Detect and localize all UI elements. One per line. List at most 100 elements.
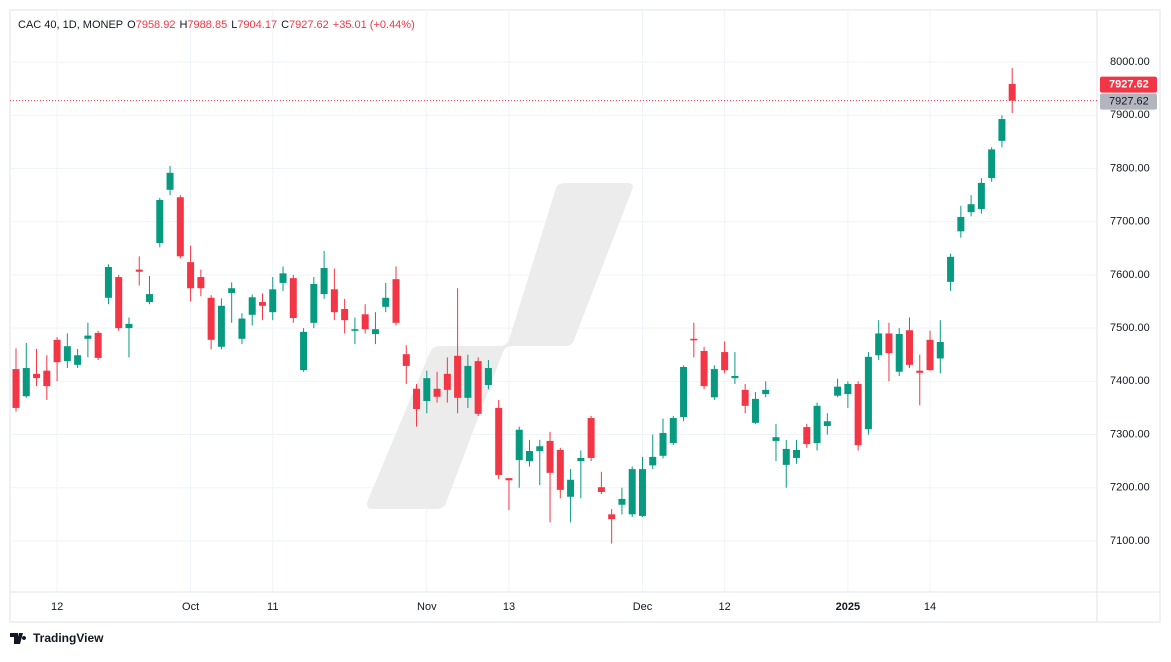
candle-body — [454, 355, 462, 398]
ohlc-value: 7958.92 — [136, 19, 176, 31]
ohlc-legend: O 7958.92 H 7988.85 L 7904.17 C 7927.62 +35.01 (… — [127, 19, 415, 31]
candle-body — [762, 389, 770, 395]
x-tick-label: 12 — [719, 601, 731, 613]
candle-body — [628, 469, 636, 515]
candle-body — [834, 386, 842, 396]
candle-body — [320, 268, 328, 295]
candle-body — [361, 314, 369, 330]
candle-body — [864, 356, 872, 430]
candle-body — [238, 318, 246, 339]
candle-body — [772, 437, 780, 441]
x-tick-label: 11 — [267, 601, 278, 613]
candle-body — [248, 297, 256, 315]
candle-body — [515, 429, 523, 461]
candle-body — [464, 365, 472, 398]
candle-body — [413, 388, 421, 409]
x-tick-label: Nov — [417, 601, 437, 613]
candle-body — [392, 279, 400, 323]
x-tick-label: Dec — [633, 601, 653, 613]
candle-body — [741, 389, 749, 406]
candle-body — [207, 297, 215, 340]
candle-body — [423, 378, 431, 402]
close-price-tag: 7927.62 — [1109, 96, 1149, 108]
x-tick-label: 2025 — [836, 601, 860, 613]
candle-body — [187, 262, 195, 289]
candle-body — [731, 376, 739, 379]
ohlc-key: H — [179, 19, 187, 31]
candle-body — [823, 421, 831, 427]
last-price-tag-bg — [1100, 76, 1157, 93]
watermark-logo — [367, 183, 633, 509]
candle-body — [433, 388, 441, 397]
candle-body — [474, 361, 482, 414]
ohlc-key: L — [231, 19, 237, 31]
candle-body — [587, 418, 595, 458]
candle-body — [844, 383, 852, 395]
candle-body — [279, 273, 287, 283]
ohlc-value: 7927.62 — [289, 19, 329, 31]
candle-body — [63, 346, 71, 362]
candle-body — [484, 368, 492, 386]
candle-body — [258, 302, 266, 306]
candle-body — [721, 352, 729, 371]
candle-body — [577, 457, 585, 462]
symbol-title: CAC 40, 1D, MONEP — [18, 19, 123, 31]
candle-body — [146, 294, 154, 303]
candle-body — [495, 407, 503, 475]
candle-body — [22, 368, 30, 397]
candle-body — [916, 370, 924, 373]
candle-body — [74, 355, 82, 365]
candle-body — [12, 369, 20, 408]
candle-body — [556, 449, 564, 490]
candle-body — [269, 289, 277, 313]
chart-frame — [9, 9, 1161, 623]
candle-body — [977, 182, 985, 209]
candle-body — [597, 487, 605, 492]
candle-body — [84, 335, 92, 339]
candle-body — [104, 266, 112, 298]
branding: TradingView — [33, 631, 104, 645]
candle-body — [710, 369, 718, 398]
y-tick-label: 7600.00 — [1110, 269, 1150, 281]
candle-body — [659, 432, 667, 456]
y-tick-label: 7400.00 — [1110, 375, 1150, 387]
candle-body — [217, 305, 225, 347]
candle-body — [330, 289, 338, 313]
candle-body — [289, 278, 297, 319]
candle-body — [53, 339, 61, 363]
candle-body — [135, 269, 143, 272]
candle-body — [300, 331, 308, 371]
candle-layer — [12, 68, 1016, 544]
candle-body — [197, 277, 205, 289]
candle-body — [567, 479, 575, 497]
candle-body — [926, 339, 934, 371]
candle-body — [176, 197, 184, 257]
candle-body — [382, 297, 390, 307]
candle-body — [618, 498, 626, 505]
candle-body — [895, 333, 903, 372]
candle-body — [166, 172, 174, 190]
candle-body — [43, 370, 51, 387]
candle-body — [505, 478, 513, 481]
candle-body — [700, 351, 708, 387]
candle-body — [402, 354, 410, 366]
candle-body — [690, 338, 698, 341]
candle-body — [988, 149, 996, 179]
candle-body — [936, 341, 944, 359]
candle-body — [125, 323, 133, 329]
close-price-tag-bg — [1100, 93, 1157, 110]
candle-body — [371, 329, 379, 334]
ohlc-key: O — [127, 19, 136, 31]
ohlc-key: C — [281, 19, 289, 31]
x-tick-label: 13 — [503, 601, 515, 613]
candle-body — [957, 216, 965, 232]
candle-body — [33, 373, 41, 379]
y-tick-label: 7500.00 — [1110, 322, 1150, 334]
candle-body — [649, 456, 657, 466]
candle-body — [341, 308, 349, 321]
last-price-tag: 7927.62 — [1109, 79, 1149, 91]
candle-body — [638, 469, 646, 516]
candle-body — [680, 366, 688, 417]
